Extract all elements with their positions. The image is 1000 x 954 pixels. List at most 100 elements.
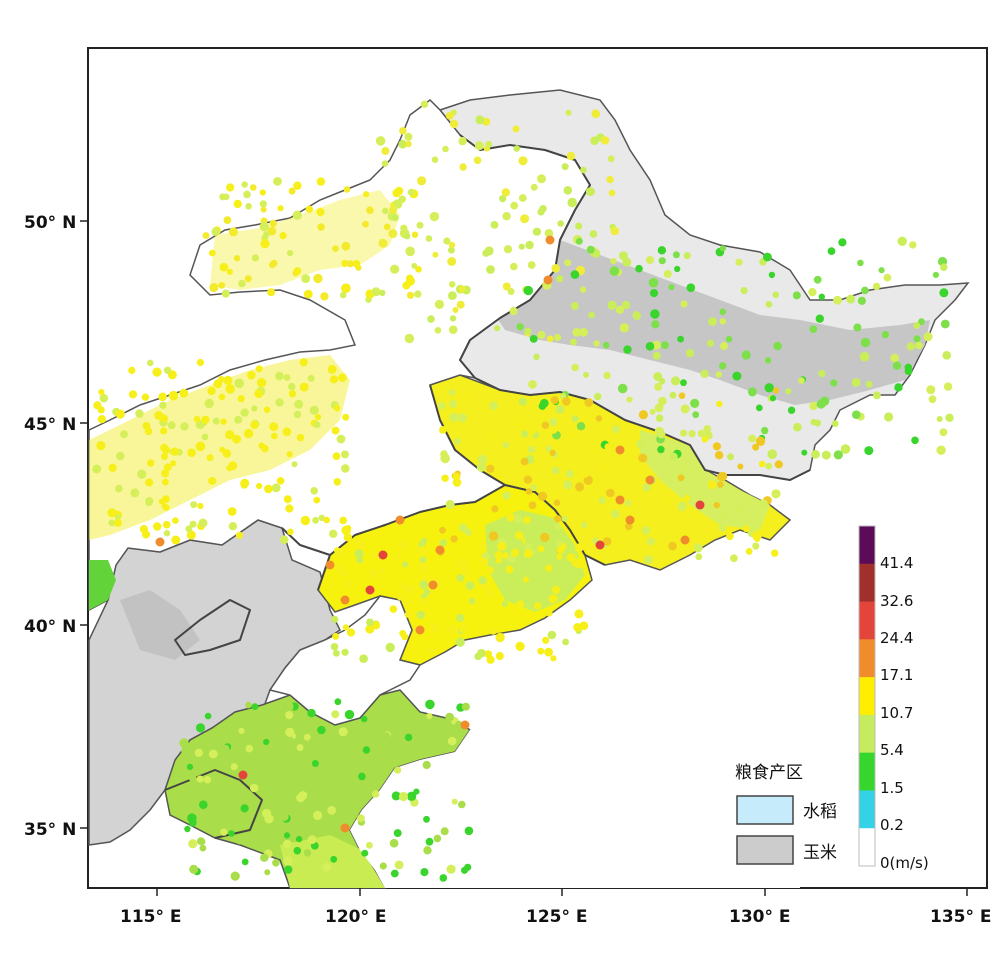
station-dot-accent bbox=[595, 540, 605, 550]
station-dot bbox=[437, 401, 446, 410]
station-dot bbox=[198, 518, 208, 528]
station-dot bbox=[307, 835, 317, 844]
station-dot bbox=[725, 335, 733, 343]
station-dot bbox=[537, 491, 548, 501]
station-dot bbox=[878, 267, 885, 274]
station-dot bbox=[429, 211, 440, 222]
station-dot bbox=[576, 422, 586, 431]
station-dot bbox=[510, 262, 518, 271]
station-dot bbox=[426, 712, 433, 720]
colorbar-label-41-4: 41.4 bbox=[880, 554, 913, 572]
station-dot bbox=[830, 379, 838, 387]
west-yellow-zone bbox=[89, 355, 350, 540]
station-dot bbox=[394, 552, 402, 560]
station-dot bbox=[313, 496, 321, 504]
station-dot bbox=[678, 392, 686, 400]
station-dot bbox=[768, 271, 776, 279]
station-dot bbox=[107, 508, 117, 518]
station-dot bbox=[553, 333, 562, 342]
station-dot bbox=[288, 389, 297, 398]
station-dot bbox=[449, 412, 459, 422]
station-dot bbox=[488, 531, 499, 541]
station-dot bbox=[580, 166, 587, 174]
latitude-axis: 50° N 45° N 40° N 35° N bbox=[24, 213, 88, 840]
station-dot bbox=[734, 505, 744, 516]
station-dot bbox=[571, 415, 579, 423]
station-dot-accent bbox=[378, 550, 388, 560]
station-dot bbox=[300, 515, 311, 526]
station-dot bbox=[419, 580, 429, 590]
station-dot bbox=[389, 838, 399, 848]
station-dot bbox=[598, 496, 606, 504]
station-dot bbox=[476, 462, 486, 472]
station-dot bbox=[932, 271, 940, 278]
station-dot bbox=[288, 747, 298, 757]
station-dot bbox=[449, 119, 459, 129]
station-dot bbox=[641, 526, 651, 535]
station-dot bbox=[398, 582, 406, 590]
station-dot bbox=[827, 247, 836, 256]
station-dot bbox=[128, 366, 136, 374]
station-dot bbox=[911, 436, 919, 445]
station-dot bbox=[846, 294, 856, 304]
station-dot bbox=[936, 416, 943, 422]
station-dot bbox=[341, 259, 349, 267]
station-dot bbox=[574, 543, 584, 553]
station-dot bbox=[404, 733, 413, 742]
station-dot bbox=[502, 441, 509, 449]
station-dot bbox=[448, 389, 456, 396]
station-dot bbox=[816, 399, 826, 409]
bohai-sea bbox=[268, 595, 422, 726]
station-dot bbox=[518, 156, 528, 166]
station-dot bbox=[615, 305, 625, 314]
station-dot bbox=[170, 447, 180, 456]
legend-corn-label: 玉米 bbox=[803, 843, 837, 863]
station-dot bbox=[439, 538, 447, 547]
station-dot bbox=[220, 418, 227, 425]
station-dot bbox=[293, 846, 302, 855]
station-dot bbox=[332, 632, 340, 640]
station-dot bbox=[264, 869, 271, 876]
station-dot bbox=[617, 383, 628, 394]
station-dot bbox=[288, 187, 296, 195]
station-dot bbox=[285, 727, 295, 737]
station-dot bbox=[718, 523, 727, 532]
station-dot bbox=[137, 469, 147, 479]
station-dot bbox=[342, 413, 350, 421]
station-dot bbox=[562, 638, 569, 646]
station-dot bbox=[686, 283, 696, 293]
station-dot bbox=[448, 246, 455, 254]
station-dot bbox=[313, 421, 321, 429]
station-dot bbox=[163, 530, 171, 537]
station-dot bbox=[366, 618, 374, 627]
station-dot bbox=[407, 188, 415, 196]
station-dot-accent bbox=[428, 580, 438, 590]
station-dot bbox=[693, 543, 703, 553]
station-dot bbox=[653, 372, 663, 381]
station-dot bbox=[319, 776, 329, 785]
map-body bbox=[88, 89, 970, 889]
station-dot bbox=[287, 528, 294, 536]
station-dot bbox=[617, 538, 626, 547]
station-dot bbox=[108, 519, 116, 527]
station-dot bbox=[287, 250, 294, 257]
station-dot bbox=[237, 395, 245, 403]
station-dot bbox=[425, 699, 435, 710]
station-dot bbox=[259, 200, 267, 208]
station-dot bbox=[405, 140, 412, 148]
station-dot bbox=[642, 482, 651, 492]
station-dot bbox=[581, 521, 588, 529]
station-dot bbox=[331, 426, 340, 435]
colorbar bbox=[858, 525, 876, 867]
station-dot bbox=[396, 592, 405, 601]
station-dot bbox=[904, 363, 913, 372]
station-dot bbox=[608, 189, 616, 197]
station-dot bbox=[851, 378, 861, 387]
station-dot bbox=[883, 273, 892, 282]
station-dot bbox=[179, 388, 189, 398]
station-dot bbox=[581, 470, 589, 478]
station-dot bbox=[223, 216, 232, 225]
station-dot bbox=[523, 516, 531, 524]
station-dot bbox=[680, 379, 687, 387]
station-dot bbox=[771, 489, 781, 499]
